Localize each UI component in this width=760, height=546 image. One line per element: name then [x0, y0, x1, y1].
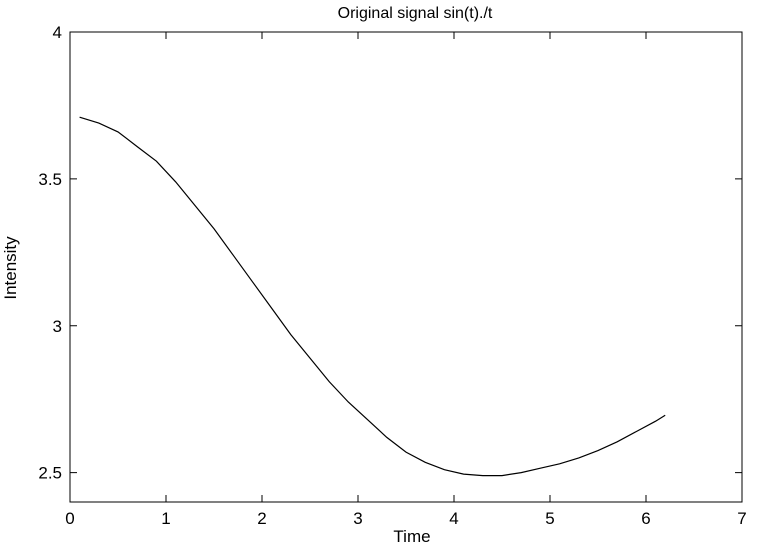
plot-area — [69, 31, 743, 503]
x-tick-label: 0 — [65, 509, 74, 528]
y-tick-label: 3 — [53, 317, 62, 336]
signal-line — [79, 116, 666, 477]
y-tick-label: 4 — [53, 23, 62, 42]
y-axis-label: Intensity — [1, 236, 20, 300]
axis-ticks: 0 1 2 3 4 5 6 7 2.5 3 3.5 4 — [38, 23, 746, 528]
x-tick-label: 2 — [257, 509, 266, 528]
x-tick-label: 6 — [641, 509, 650, 528]
plot-frame — [69, 31, 743, 503]
y-tick-label: 2.5 — [38, 464, 62, 483]
x-tick-label: 4 — [449, 509, 458, 528]
x-tick-label: 1 — [161, 509, 170, 528]
x-tick-label: 3 — [353, 509, 362, 528]
x-tick-label: 7 — [737, 509, 746, 528]
x-tick-label: 5 — [545, 509, 554, 528]
chart-title: Original signal sin(t)./t — [338, 5, 493, 22]
y-tick-label: 3.5 — [38, 170, 62, 189]
series-layer — [79, 116, 666, 477]
x-axis-label: Time — [393, 527, 430, 546]
